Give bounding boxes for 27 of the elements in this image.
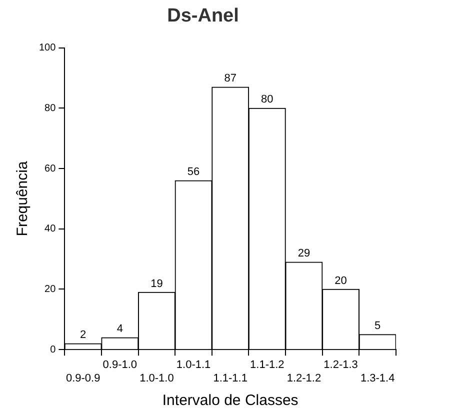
x-tick-label: 0.9-1.0 bbox=[102, 359, 138, 372]
y-tick-label: 0 bbox=[50, 344, 56, 356]
y-tick-label: 60 bbox=[44, 163, 56, 174]
chart-title: Ds-Anel bbox=[167, 6, 239, 27]
x-tick-label: 1.2-1.3 bbox=[324, 359, 358, 372]
data-label: 2 bbox=[80, 329, 86, 342]
data-label: 56 bbox=[187, 166, 200, 178]
x-tick-label: 1.0-1.1 bbox=[176, 359, 211, 372]
y-axis-title: Frequência bbox=[14, 160, 32, 236]
y-tick-label: 20 bbox=[44, 284, 56, 295]
data-label: 5 bbox=[374, 320, 381, 332]
x-tick-label: 1.2-1.2 bbox=[286, 372, 322, 384]
data-label: 87 bbox=[224, 72, 236, 85]
x-tick-label: 1.0-1.0 bbox=[140, 372, 174, 384]
data-label: 4 bbox=[116, 323, 123, 336]
y-tick-label: 40 bbox=[44, 224, 56, 235]
x-axis-title: Intervalo de Classes bbox=[162, 392, 298, 410]
x-tick-label: 1.1-1.2 bbox=[250, 359, 284, 372]
y-tick-label: 80 bbox=[44, 102, 56, 114]
x-tick-label: 0.9-0.9 bbox=[66, 372, 100, 384]
y-tick-label: 100 bbox=[38, 42, 56, 54]
data-label: 29 bbox=[298, 248, 310, 260]
x-tick-label: 1.3-1.4 bbox=[360, 372, 395, 384]
data-label: 20 bbox=[334, 274, 347, 287]
x-tick-label: 1.1-1.1 bbox=[213, 372, 248, 384]
data-label: 19 bbox=[150, 278, 163, 290]
data-label: 80 bbox=[261, 94, 274, 106]
